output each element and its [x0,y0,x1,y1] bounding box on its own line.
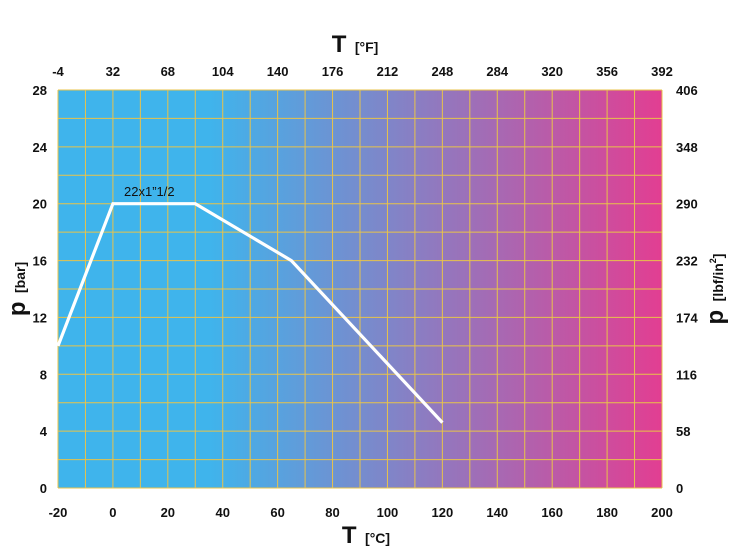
y-tick-label-right: 116 [676,367,697,382]
y-tick-label-left: 28 [33,83,47,98]
bottom-axis-title: T [°C] [342,522,390,549]
top-axis-unit: [°F] [355,39,378,55]
left-axis-unit: [bar] [12,262,28,293]
x-tick-label-bottom: -20 [49,505,68,520]
left-axis-symbol: p [4,301,31,316]
x-tick-label-top: 392 [651,64,673,79]
left-axis-title: p [bar] [4,262,31,316]
right-axis-unit: [lbf/in [710,263,726,301]
top-axis-title: T [°F] [332,31,379,58]
x-tick-label-bottom: 60 [270,505,284,520]
x-tick-label-top: 320 [541,64,563,79]
series-line-22x1-1-2 [56,202,444,424]
x-tick-label-top: 140 [267,64,289,79]
x-tick-label-top: 32 [106,64,120,79]
y-tick-label-left: 24 [33,140,48,155]
right-axis-unit-close: ] [710,254,726,259]
series-label: 22x1”1/2 [124,184,175,199]
x-tick-label-top: 176 [322,64,344,79]
x-tick-label-top: 356 [596,64,618,79]
grid-lines [57,89,663,489]
y-tick-label-left: 16 [33,254,47,269]
y-tick-label-right: 290 [676,197,698,212]
y-tick-label-right: 174 [676,310,698,325]
x-tick-label-top: 68 [161,64,175,79]
y-tick-label-left: 0 [40,481,47,496]
y-tick-label-right: 58 [676,424,690,439]
y-tick-label-right: 232 [676,254,698,269]
right-axis-title: p [lbf/in2] [702,254,729,325]
x-tick-label-bottom: 80 [325,505,339,520]
y-tick-label-left: 12 [33,310,47,325]
y-tick-label-right: 0 [676,481,683,496]
y-tick-label-left: 4 [40,424,48,439]
right-axis-unit-sup: 2 [708,258,718,263]
x-tick-label-bottom: 160 [541,505,563,520]
x-tick-label-top: 284 [486,64,508,79]
top-axis-symbol: T [332,31,347,58]
x-tick-label-bottom: 120 [432,505,454,520]
x-tick-label-bottom: 140 [486,505,508,520]
right-axis-symbol: p [702,310,729,325]
x-tick-label-bottom: 180 [596,505,618,520]
y-tick-label-right: 348 [676,140,698,155]
x-tick-label-top: 248 [432,64,454,79]
x-tick-label-bottom: 100 [377,505,399,520]
x-tick-label-top: 104 [212,64,234,79]
x-tick-label-bottom: 200 [651,505,673,520]
y-tick-label-left: 20 [33,197,47,212]
x-tick-label-bottom: 40 [215,505,229,520]
x-tick-label-top: 212 [377,64,399,79]
x-tick-label-bottom: 0 [109,505,116,520]
bottom-axis-unit: [°C] [365,530,390,546]
x-tick-label-bottom: 20 [161,505,175,520]
y-tick-label-left: 8 [40,367,47,382]
y-tick-label-right: 406 [676,83,698,98]
bottom-axis-symbol: T [342,522,357,549]
x-tick-label-top: -4 [52,64,64,79]
